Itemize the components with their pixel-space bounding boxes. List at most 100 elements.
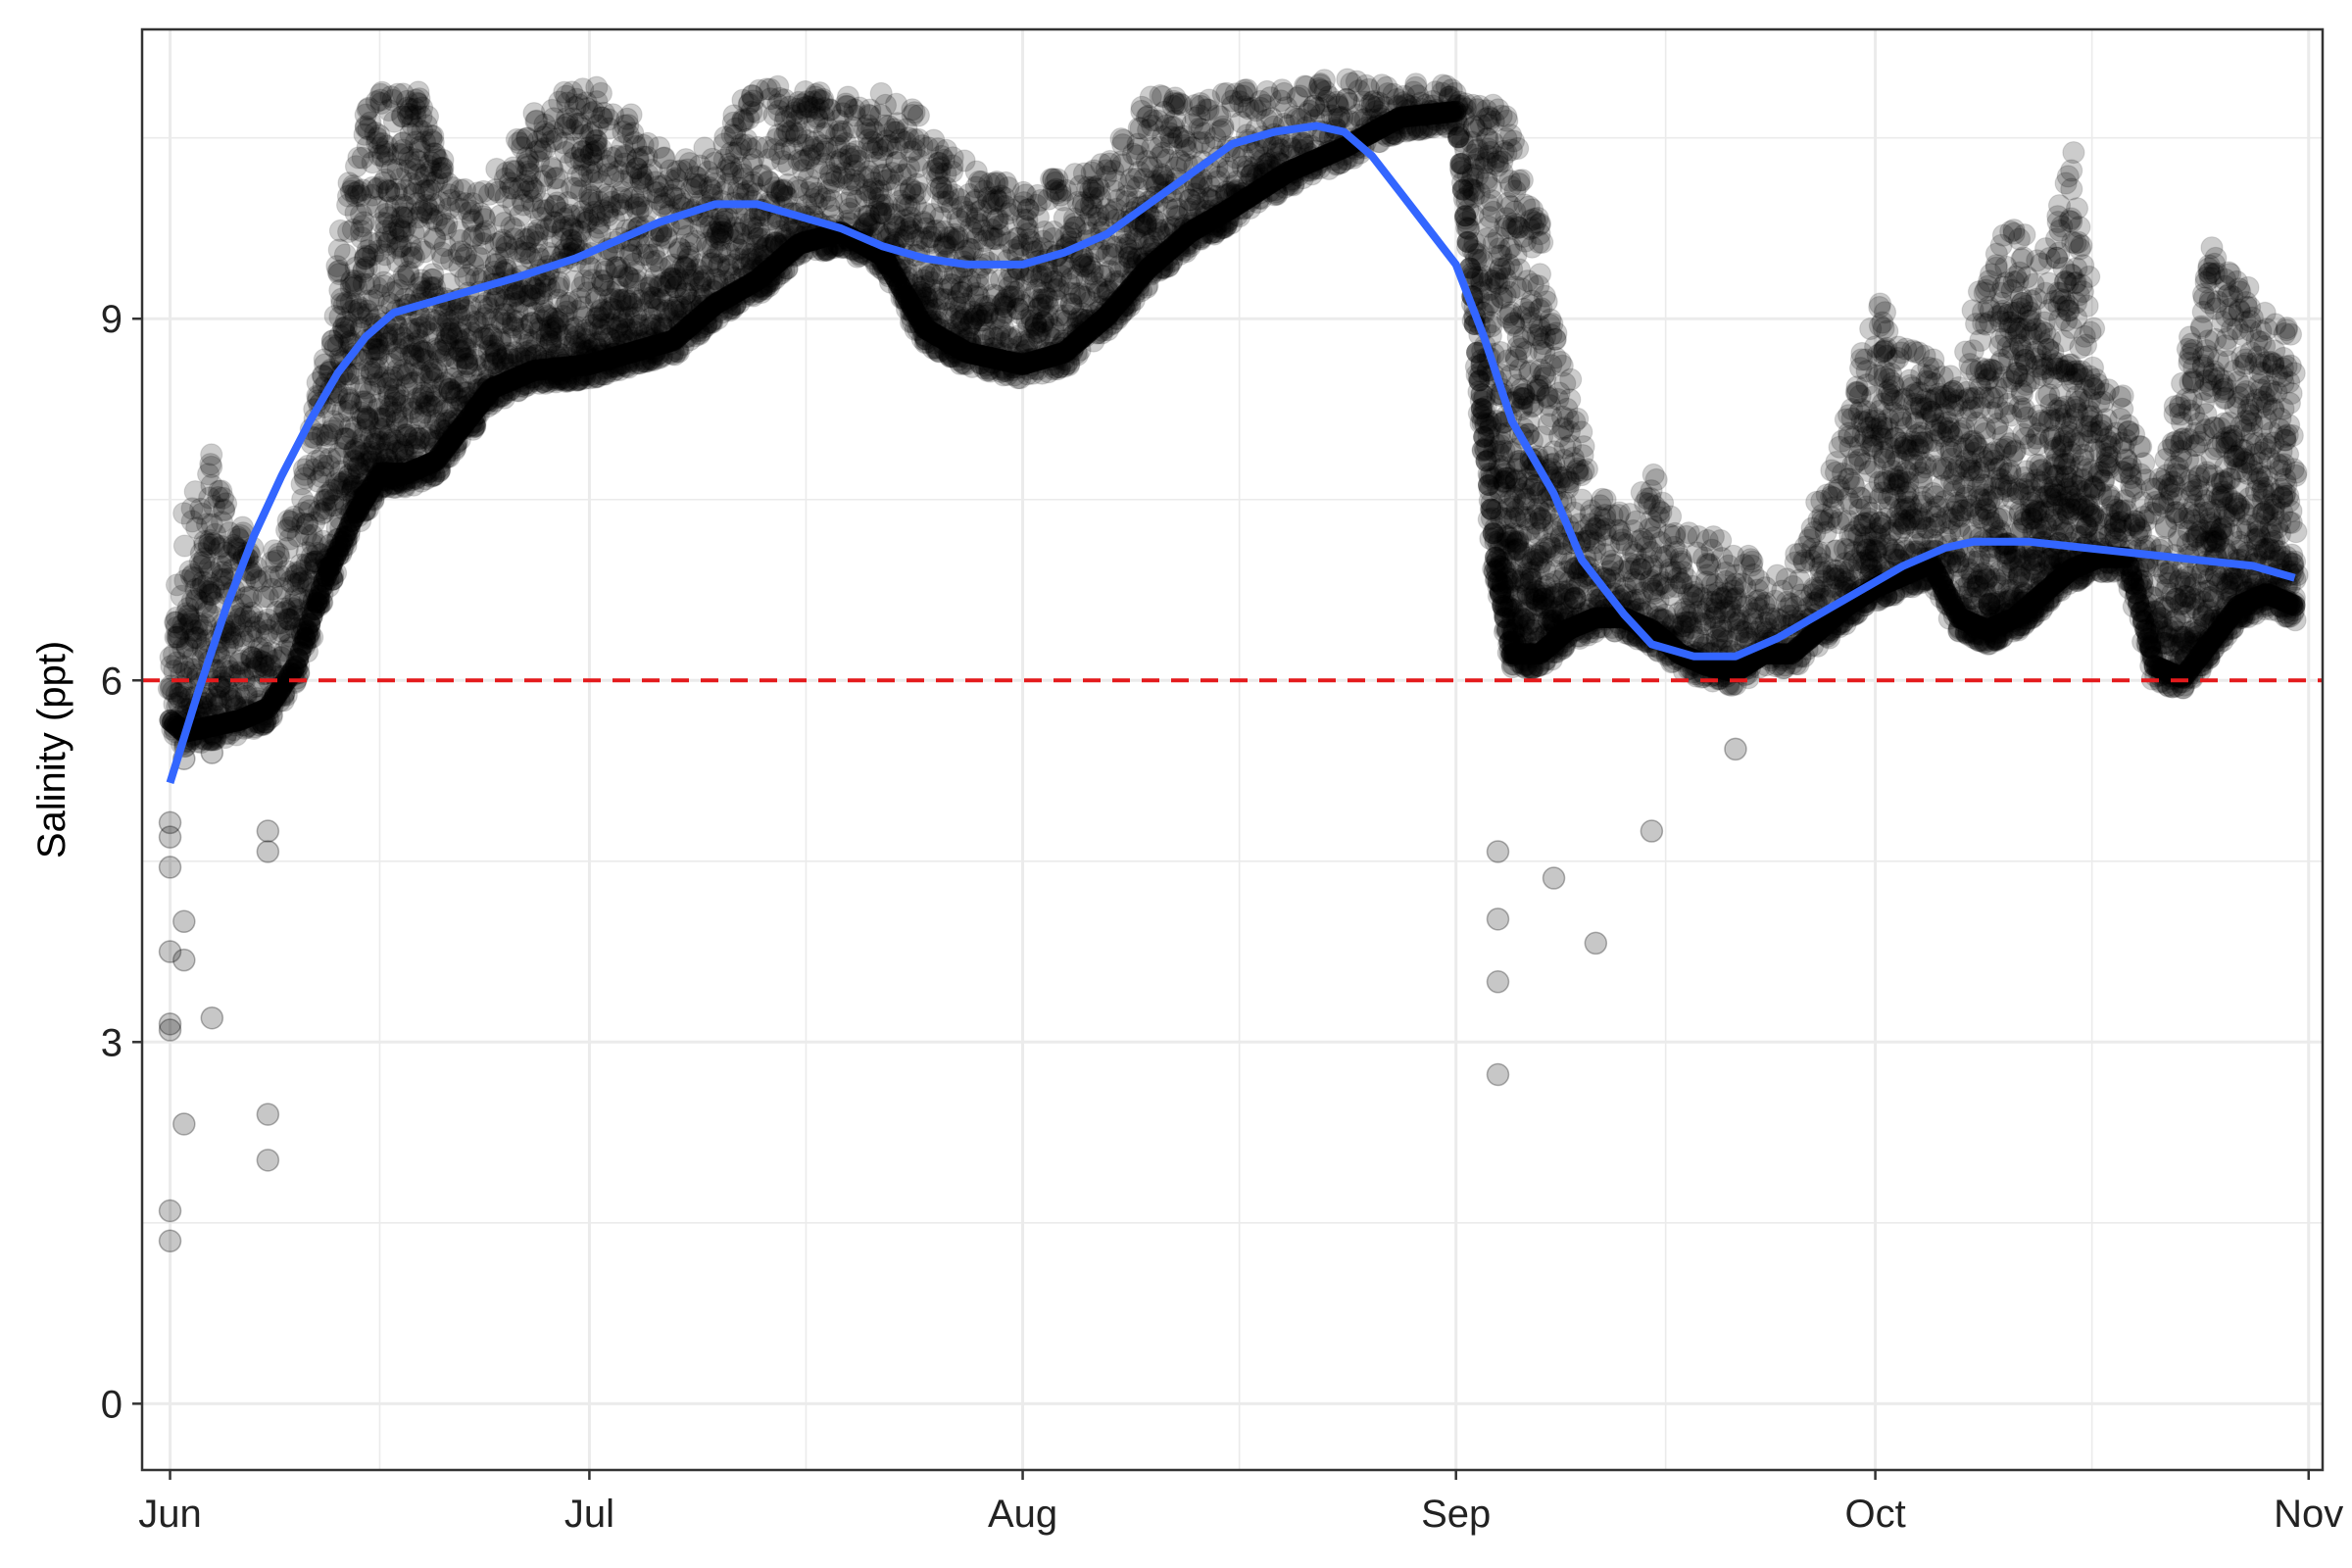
data-point (181, 563, 205, 587)
data-point (172, 655, 196, 678)
data-point (207, 485, 230, 510)
data-point (210, 567, 233, 591)
data-point (176, 604, 200, 627)
data-point (184, 587, 208, 611)
data-point (200, 582, 223, 607)
data-point (164, 611, 187, 634)
data-point (191, 570, 215, 594)
data-point (198, 580, 221, 604)
data-point (212, 665, 235, 689)
data-point (159, 677, 182, 701)
data-point (172, 636, 195, 661)
data-point (181, 618, 205, 642)
grid-layer (142, 29, 2323, 1470)
data-point (208, 479, 231, 503)
data-point (200, 443, 223, 466)
data-point (212, 658, 235, 681)
data-point (211, 561, 234, 584)
data-point (167, 622, 190, 646)
data-point (166, 625, 189, 649)
data-point (216, 551, 240, 574)
data-point (197, 532, 220, 556)
data-point (189, 554, 213, 578)
data-point (180, 589, 204, 612)
data-point (198, 486, 221, 510)
data-point (165, 573, 189, 597)
data-point (199, 583, 222, 607)
data-point (194, 596, 218, 619)
data-point (212, 671, 235, 696)
data-point (176, 608, 200, 631)
data-point (189, 613, 213, 638)
data-point (171, 612, 195, 637)
data-point (202, 531, 225, 555)
data-point (180, 510, 204, 533)
data-point (181, 647, 205, 670)
data-point (196, 579, 220, 603)
data-point (416, 105, 440, 128)
data-point (197, 535, 220, 559)
data-point (168, 686, 191, 710)
data-point (197, 571, 220, 595)
data-point (189, 576, 213, 600)
data-point (198, 582, 221, 606)
data-point (176, 596, 200, 620)
data-point (157, 677, 180, 701)
data-point (211, 564, 234, 587)
data-point (200, 455, 223, 478)
data-point (185, 516, 209, 540)
data-point (193, 529, 217, 554)
data-point (164, 611, 188, 634)
data-point (216, 655, 239, 678)
data-point (200, 473, 223, 497)
data-point (162, 643, 186, 666)
data-point (197, 463, 220, 486)
data-point (192, 550, 216, 574)
data-point (214, 541, 237, 564)
data-point (176, 605, 201, 628)
data-point (167, 625, 190, 649)
data-point (196, 600, 220, 624)
data-point (179, 628, 203, 653)
data-point (188, 551, 212, 574)
data-point (210, 690, 233, 713)
data-point (170, 584, 193, 608)
data-point (184, 626, 208, 650)
data-point (180, 497, 204, 520)
data-point (191, 618, 215, 642)
data-point (211, 486, 235, 510)
data-point (190, 502, 214, 525)
data-point (200, 513, 223, 536)
data-point (589, 81, 613, 105)
data-point (184, 577, 208, 601)
data-point (210, 479, 233, 503)
data-point (185, 612, 210, 635)
data-point (210, 555, 233, 578)
data-point (906, 104, 931, 127)
data-point (179, 564, 204, 589)
data-point (164, 625, 187, 649)
data-point (207, 685, 230, 709)
data-point (199, 453, 222, 476)
data-point (165, 615, 188, 639)
data-point (166, 651, 189, 674)
data-point (204, 522, 227, 546)
data-point (193, 612, 218, 636)
data-point (172, 534, 196, 558)
data-point (210, 534, 233, 559)
data-point (179, 657, 203, 681)
data-point (167, 627, 190, 651)
data-point (431, 148, 455, 172)
data-point (185, 588, 209, 612)
data-point (205, 688, 228, 711)
data-point (189, 497, 213, 521)
data-point (203, 494, 226, 518)
data-point (193, 534, 217, 558)
data-point (191, 591, 215, 614)
data-point (174, 661, 199, 684)
data-point (212, 499, 236, 522)
data-point (183, 625, 207, 649)
